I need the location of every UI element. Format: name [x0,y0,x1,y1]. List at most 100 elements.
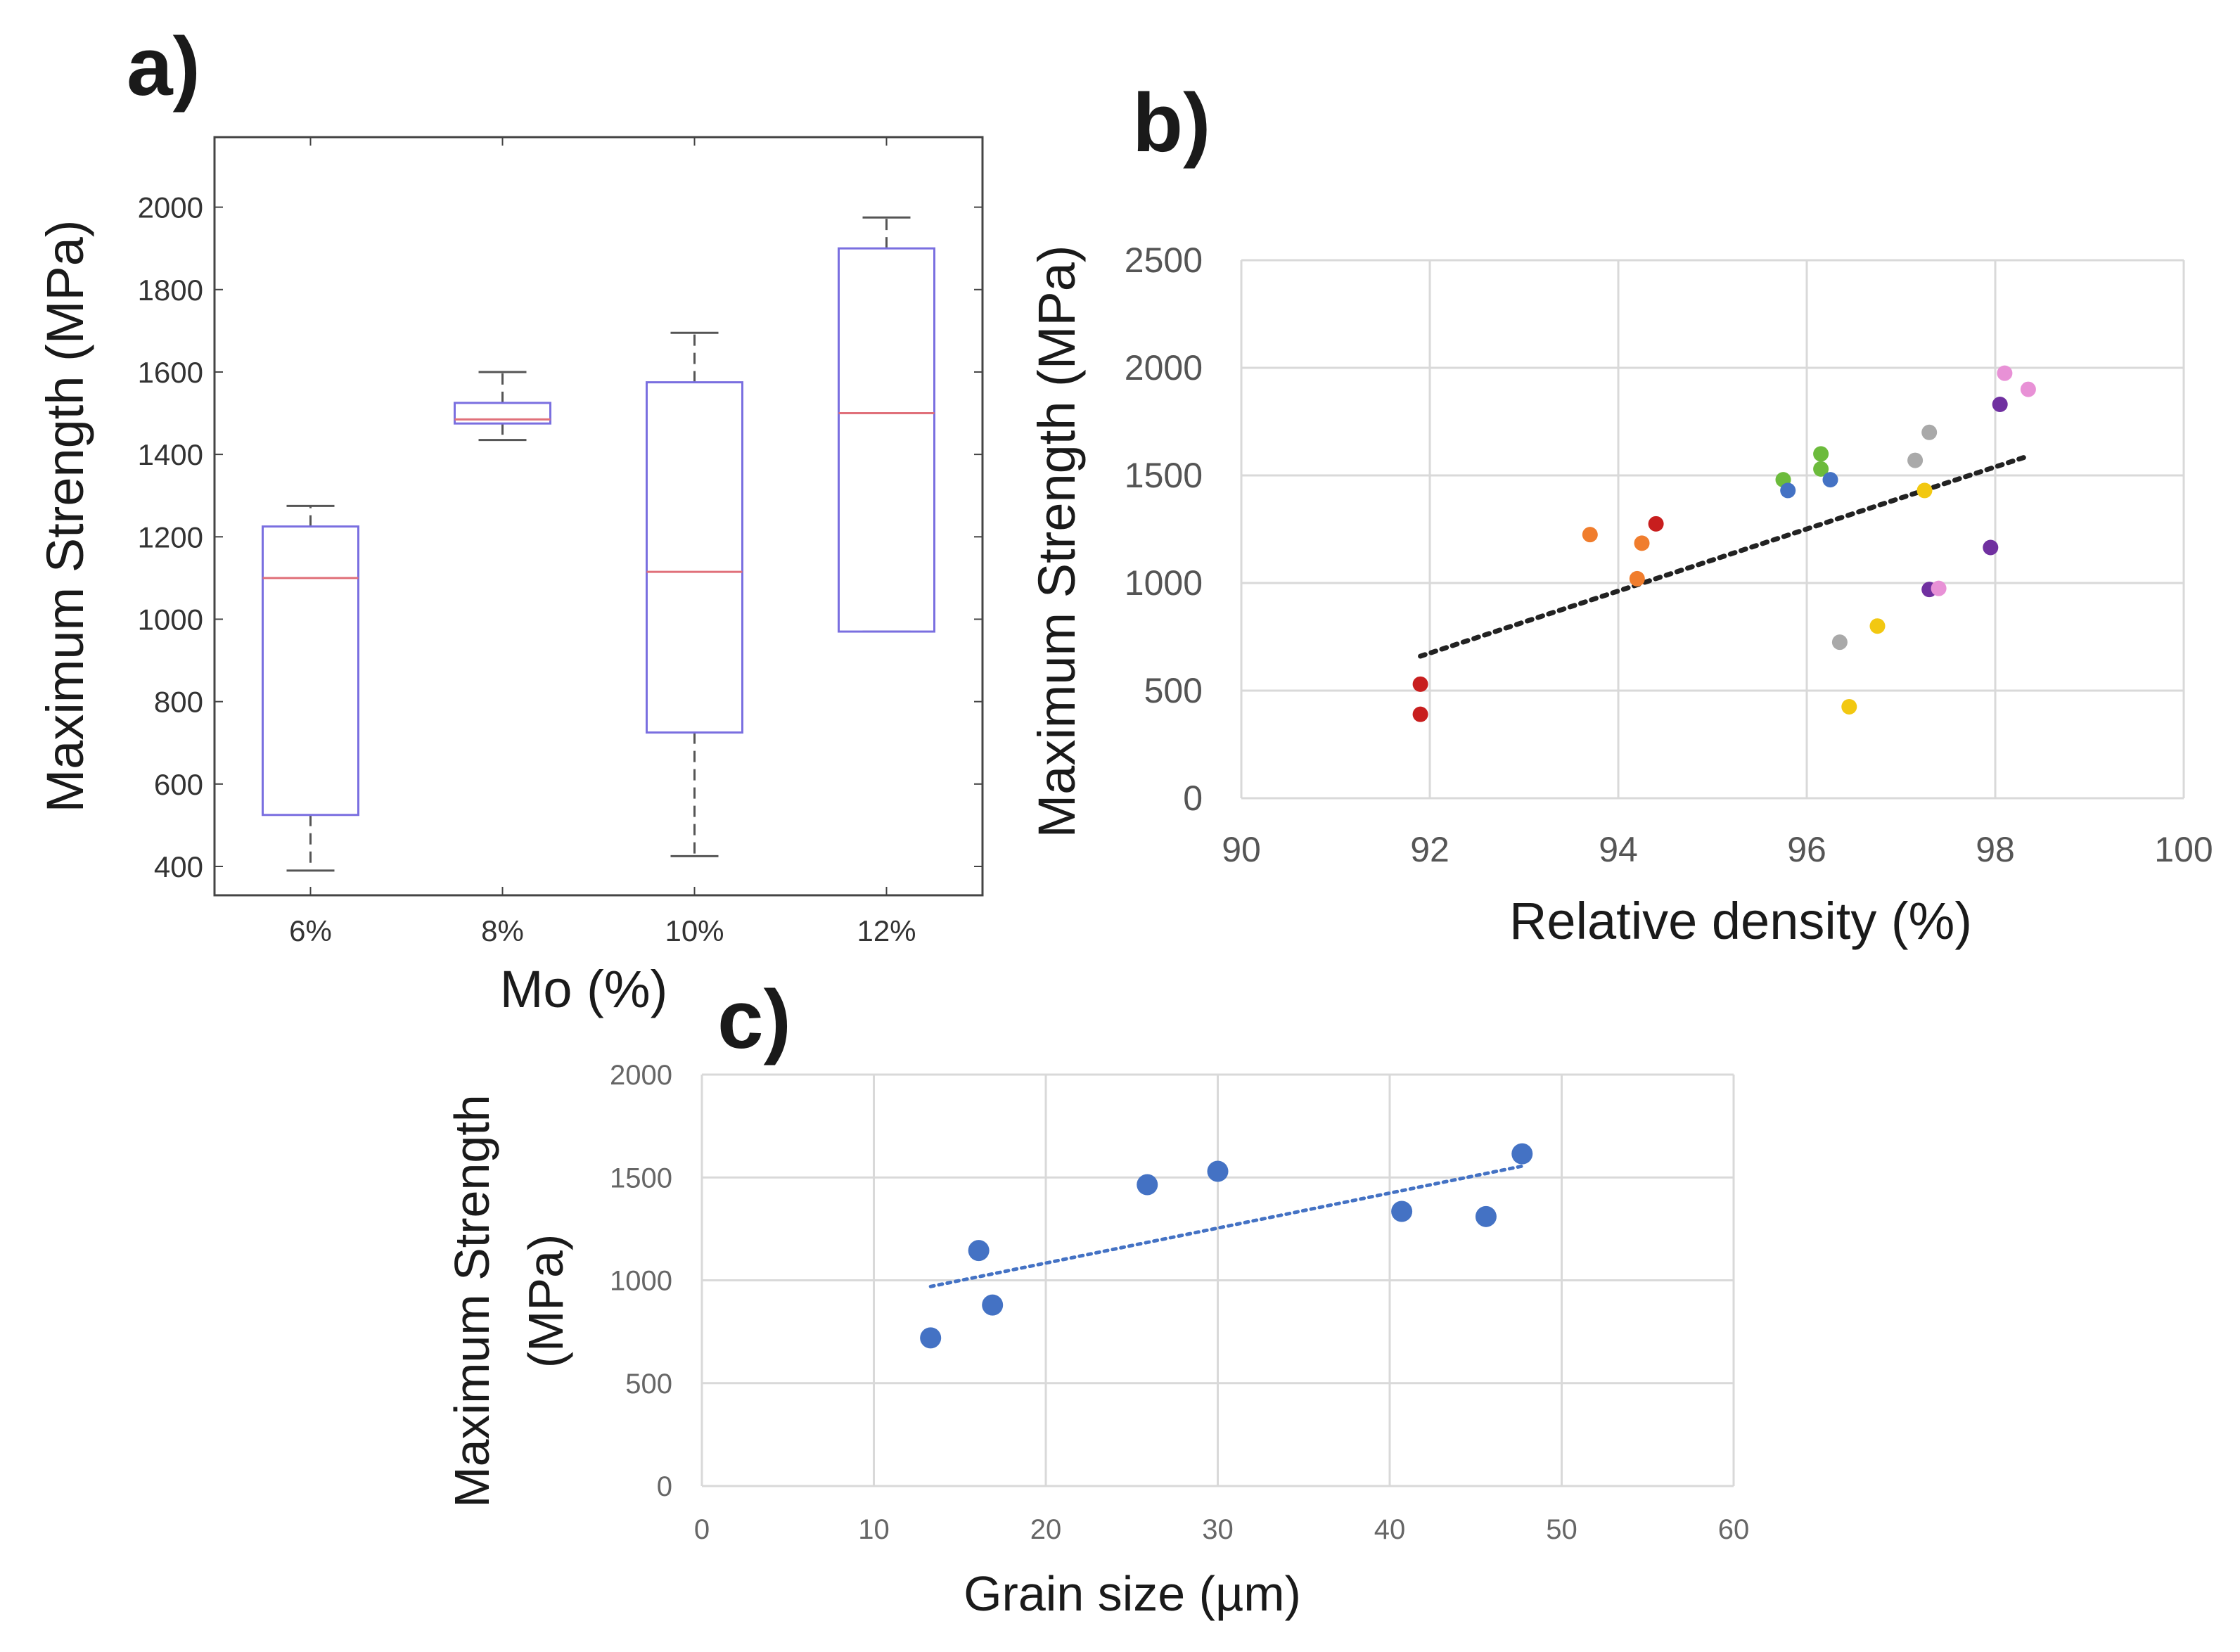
b-data-point [1648,516,1664,532]
b-data-point [1412,676,1428,692]
panel-a-ticks: 400 600 800 1000 1200 1400 1600 1800 2000 6% 8% 10%… [138,137,983,947]
c-xtick-label: 40 [1374,1514,1406,1545]
c-data-point [968,1240,990,1262]
c-ytick-label: 500 [625,1369,672,1400]
box-6% [262,504,359,872]
panel-b-trendline [1418,453,2031,659]
panel-a-ylabel: Maximum Strength (MPa) [36,220,94,813]
c-xtick-label: 0 [694,1514,710,1545]
b-xtick-label: 92 [1410,830,1449,869]
a-xtick-label: 8% [481,914,524,947]
c-ytick-label: 1000 [610,1266,672,1297]
b-xtick-label: 94 [1599,830,1638,869]
b-data-point [1813,461,1829,477]
b-trendline-line [1418,453,2031,659]
b-data-point [1907,452,1924,468]
c-ytick-label: 1500 [610,1163,672,1193]
c-data-point [1511,1143,1533,1165]
a-ytick-label: 1800 [138,274,203,307]
box-iqr [454,402,551,425]
b-data-point [1921,424,1938,440]
a-xtick-label: 12% [857,914,916,947]
b-data-point [1916,482,1933,499]
b-xtick-label: 90 [1222,830,1261,869]
panel-b-label: b) [1132,77,1210,169]
panel-b-grid [1240,259,2185,800]
b-ytick-label: 1000 [1125,563,1203,603]
b-ytick-label: 500 [1144,671,1203,710]
panel-c-xlabel: Grain size (µm) [964,1566,1301,1621]
panel-c-label: c) [717,973,791,1066]
c-xtick-label: 30 [1202,1514,1234,1545]
a-ytick-label: 1600 [138,356,203,389]
panel-b-xlabel: Relative density (%) [1509,892,1972,950]
c-ytick-label: 2000 [610,1060,672,1091]
b-data-point [1997,365,2013,381]
b-data-point [1629,570,1645,587]
panel-a: a) 400 600 800 1000 1200 1400 1600 1800 2000 6% 8%… [36,20,984,1018]
panel-a-label: a) [127,20,200,113]
panel-c-points [920,1143,1533,1349]
panel-b-ylabel: Maximum Strength (MPa) [1028,245,1086,838]
b-data-point [2020,381,2036,397]
b-xtick-label: 100 [2154,830,2213,869]
b-data-point [1780,482,1796,499]
a-ytick-label: 800 [154,686,203,719]
c-data-point [982,1294,1004,1316]
a-ytick-label: 600 [154,768,203,801]
panel-c: c) 0 10 20 30 40 50 60 0 500 1000 1500 2000 Maximum… [444,973,1749,1621]
box-10% [646,331,743,857]
b-data-point [1992,397,2008,413]
b-data-point [1634,535,1650,551]
box-iqr [838,247,935,633]
b-data-point [1813,446,1829,462]
panel-c-trendline [928,1164,1524,1288]
panel-c-ylabel-line2: (MPa) [518,1234,573,1369]
b-data-point [1412,706,1428,722]
a-xtick-label: 10% [665,914,724,947]
a-xtick-label: 6% [289,914,332,947]
box-8% [454,371,551,442]
b-xtick-label: 98 [1976,830,2015,869]
a-ytick-label: 1400 [138,438,203,471]
b-data-point [1983,539,1999,556]
c-xtick-label: 20 [1030,1514,1062,1545]
c-ytick-label: 0 [657,1471,672,1502]
box-12% [838,216,935,633]
panel-b-points [1412,365,2036,722]
panel-c-grid [700,1073,1735,1487]
b-data-point [1869,618,1886,634]
c-data-point [1475,1205,1497,1227]
a-ytick-label: 1000 [138,603,203,636]
b-data-point [1841,698,1857,715]
panel-c-ticks: 0 10 20 30 40 50 60 0 500 1000 1500 2000 [610,1060,1749,1545]
a-ytick-label: 400 [154,850,203,883]
b-data-point [1931,580,1947,596]
a-ytick-label: 2000 [138,191,203,224]
b-data-point [1831,634,1848,651]
a-ytick-label: 1200 [138,520,203,553]
b-data-point [1822,472,1838,488]
panel-a-boxes [262,216,935,872]
b-ytick-label: 2000 [1125,348,1203,388]
panel-a-xlabel: Mo (%) [500,960,667,1018]
c-data-point [1391,1200,1413,1222]
b-ytick-label: 2500 [1125,241,1203,280]
c-data-point [920,1327,942,1349]
c-trendline-line [928,1164,1524,1288]
c-xtick-label: 60 [1718,1514,1750,1545]
b-ytick-label: 0 [1183,779,1203,818]
b-data-point [1582,527,1598,543]
panel-c-ylabel-line1: Maximum Strength [444,1094,499,1507]
b-ytick-label: 1500 [1125,456,1203,495]
b-xtick-label: 96 [1787,830,1826,869]
box-iqr [262,525,359,817]
box-iqr [646,381,743,734]
c-data-point [1137,1174,1158,1196]
c-xtick-label: 50 [1546,1514,1577,1545]
panel-a-plot-frame [213,136,984,897]
c-data-point [1207,1160,1229,1182]
